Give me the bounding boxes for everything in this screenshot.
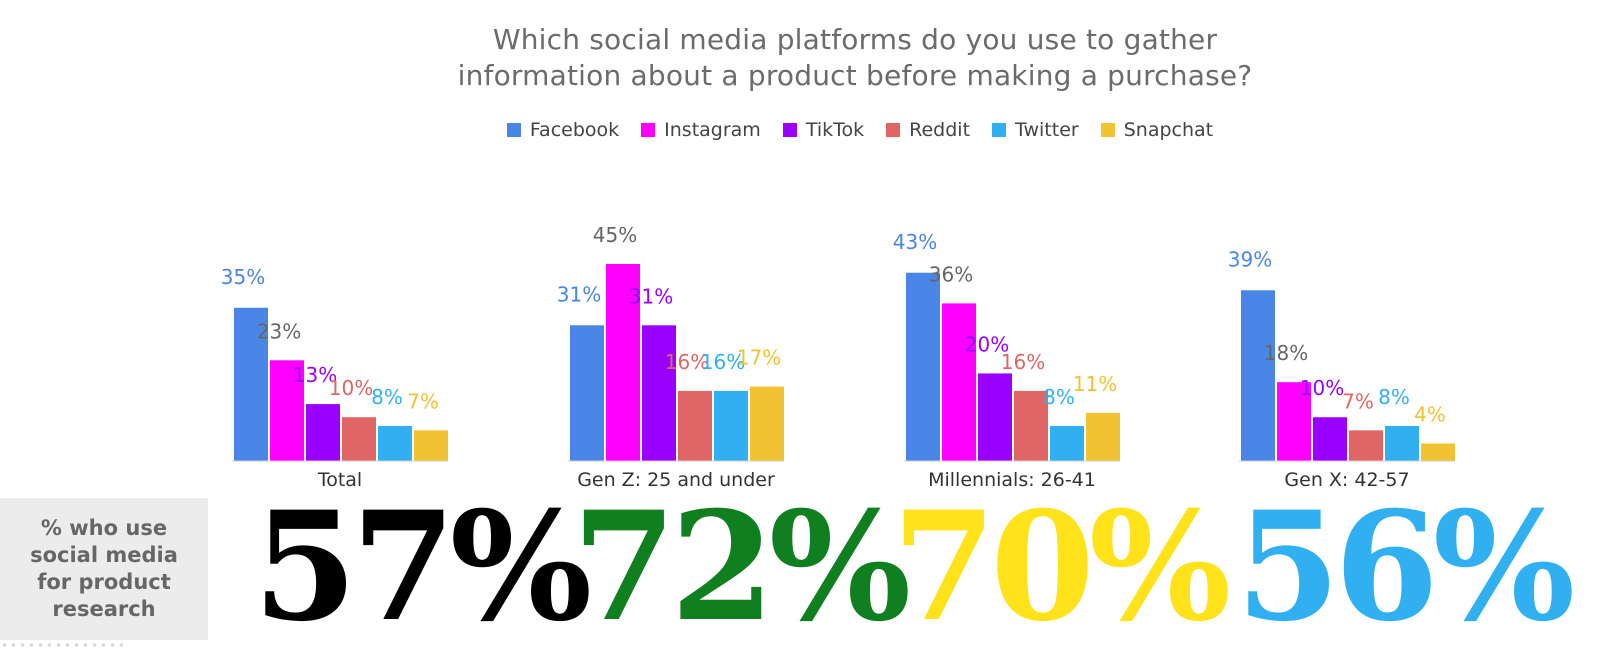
bar-facebook-0 — [234, 307, 268, 461]
data-label-twitter-3: 8% — [1378, 385, 1410, 409]
data-label-instagram-1: 45% — [593, 223, 637, 247]
bar-twitter-1 — [714, 390, 748, 461]
chart-title-line-2: information about a product before makin… — [457, 59, 1253, 92]
bar-instagram-3 — [1277, 382, 1311, 461]
data-label-reddit-0: 10% — [329, 376, 373, 400]
side-label: % who use social media for product resea… — [30, 516, 178, 621]
bar-reddit-0 — [342, 417, 376, 461]
legend-item-facebook: Facebook — [506, 119, 620, 141]
data-label-reddit-2: 16% — [1001, 350, 1045, 374]
legend-label: TikTok — [805, 119, 865, 141]
data-label-instagram-0: 23% — [257, 319, 301, 343]
category-label-1: Gen Z: 25 and under — [577, 469, 775, 491]
category-label-2: Millennials: 26-41 — [928, 469, 1096, 491]
bar-reddit-1 — [678, 390, 712, 461]
category-label-3: Gen X: 42-57 — [1284, 469, 1409, 491]
bar-snapchat-2 — [1086, 412, 1120, 461]
legend-swatch — [641, 123, 656, 137]
chart-legend: Facebook Instagram TikTok Reddit Twitter Snap… — [0, 119, 1600, 141]
legend-item-twitter: Twitter — [992, 119, 1079, 141]
bar-facebook-2 — [906, 272, 940, 461]
bar-twitter-0 — [378, 425, 412, 461]
bar-chart: 35%23%13%10%8% 7%Total31%45%31%16%16%17%G… — [221, 223, 1455, 491]
data-label-snapchat-2: 11% — [1073, 372, 1117, 396]
data-label-twitter-0: 8% — [371, 385, 403, 409]
chart-title: Which social media platforms do you use … — [0, 22, 1600, 94]
bar-tiktok-2 — [978, 373, 1012, 461]
data-label-facebook-2: 43% — [893, 230, 937, 254]
decorative-dots — [0, 642, 125, 648]
legend-item-reddit: Reddit — [886, 119, 970, 141]
data-label-snapchat-3: 4% — [1414, 402, 1446, 426]
data-label-snapchat-0: 7% — [407, 389, 439, 413]
legend-label: Twitter — [1015, 119, 1079, 141]
bar-tiktok-0 — [306, 404, 340, 461]
bar-twitter-2 — [1050, 425, 1084, 461]
bar-instagram-1 — [606, 264, 640, 461]
legend-item-snapchat: Snapchat — [1100, 119, 1214, 141]
data-label-snapchat-1: 17% — [737, 346, 781, 370]
category-label-0: Total — [317, 469, 362, 491]
legend-label: Instagram — [664, 119, 761, 141]
data-label-instagram-3: 18% — [1264, 341, 1308, 365]
data-label-reddit-1: 16% — [665, 350, 709, 374]
legend-label: Facebook — [529, 119, 620, 141]
bar-reddit-2 — [1014, 390, 1048, 461]
legend-label: Snapchat — [1123, 119, 1214, 141]
bar-reddit-3 — [1349, 430, 1383, 461]
data-label-instagram-2: 36% — [929, 262, 973, 286]
legend-swatch — [886, 123, 901, 137]
legend-item-tiktok: TikTok — [782, 119, 865, 141]
data-label-facebook-3: 39% — [1228, 247, 1272, 271]
bar-snapchat-3 — [1421, 443, 1455, 461]
bar-facebook-1 — [570, 325, 604, 461]
big-percentage-gen-z: 72% — [572, 479, 911, 655]
data-label-facebook-1: 31% — [557, 282, 601, 306]
legend-swatch — [506, 123, 521, 137]
legend-label: Reddit — [909, 119, 971, 141]
chart-title-line-1: Which social media platforms do you use … — [492, 23, 1218, 56]
bar-twitter-3 — [1385, 425, 1419, 461]
legend-item-instagram: Instagram — [641, 119, 761, 141]
side-label-panel: % who use social media for product resea… — [0, 498, 208, 640]
big-percentage-total: 57% — [253, 479, 592, 655]
bar-tiktok-3 — [1313, 417, 1347, 461]
bar-tiktok-1 — [642, 325, 676, 461]
bar-facebook-3 — [1241, 290, 1275, 461]
data-label-twitter-2: 8% — [1043, 385, 1075, 409]
legend-swatch — [782, 123, 797, 137]
big-percentage-millennials: 70% — [892, 479, 1231, 655]
data-label-reddit-3: 7% — [1342, 389, 1374, 413]
legend-swatch — [992, 123, 1007, 137]
legend-swatch — [1100, 123, 1115, 137]
data-label-tiktok-2: 20% — [965, 332, 1009, 356]
data-label-tiktok-0: 13% — [293, 363, 337, 387]
bar-instagram-2 — [942, 303, 976, 461]
big-percentage-gen-x: 56% — [1236, 479, 1575, 655]
bar-snapchat-0 — [414, 430, 448, 461]
data-label-tiktok-3: 10% — [1300, 376, 1344, 400]
data-label-tiktok-1: 31% — [629, 284, 673, 308]
bar-snapchat-1 — [750, 386, 784, 461]
data-label-facebook-0: 35% — [221, 265, 265, 289]
bar-instagram-0 — [270, 360, 304, 461]
data-label-twitter-1: 16% — [701, 350, 745, 374]
